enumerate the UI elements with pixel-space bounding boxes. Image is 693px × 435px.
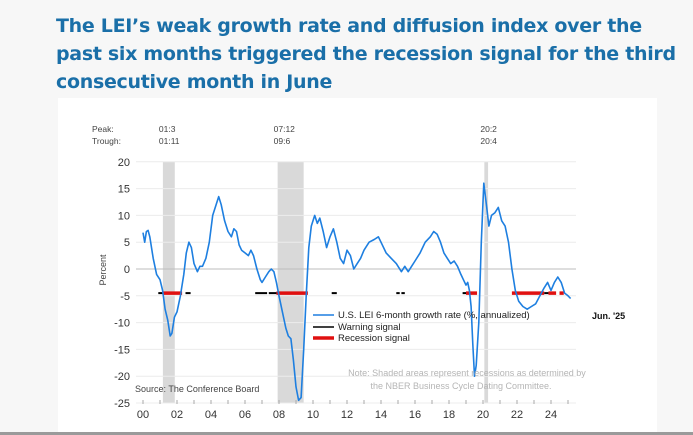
recession-peak-date: 01:3 (159, 124, 176, 134)
y-tick-label: 15 (118, 184, 130, 196)
x-tick-label: 12 (341, 409, 353, 421)
y-tick-label: 20 (118, 157, 130, 169)
trough-label: Trough: (92, 136, 121, 146)
x-tick-label: 24 (545, 409, 557, 421)
recession-band (277, 161, 304, 403)
peak-label: Peak: (92, 124, 114, 134)
x-tick-label: 20 (477, 409, 489, 421)
x-tick-label: 16 (409, 409, 421, 421)
y-tick-label: 0 (124, 264, 130, 276)
x-tick-label: 10 (307, 409, 319, 421)
y-axis-labels: 20 15 10 5 0 -5 -10 -15 -20 -25 (114, 157, 130, 410)
y-tick-label: -25 (114, 398, 130, 410)
x-tick-label: 08 (273, 409, 285, 421)
x-axis-ticks (142, 400, 569, 404)
note-line-2: the NBER Business Cycle Dating Committee… (370, 381, 551, 391)
note-line-1: Note: Shaded areas represent recessions … (348, 368, 586, 378)
recession-peak-date: 07:12 (274, 124, 296, 134)
y-tick-label: -10 (114, 318, 130, 330)
x-tick-label: 14 (375, 409, 387, 421)
y-tick-label: -5 (120, 291, 130, 303)
y-tick-label: 10 (118, 210, 130, 222)
recession-band (484, 161, 489, 403)
legend-label-lei: U.S. LEI 6-month growth rate (%, annuali… (338, 310, 530, 321)
y-tick-label: 5 (124, 237, 130, 249)
recession-trough-date: 01:11 (159, 136, 180, 146)
legend: U.S. LEI 6-month growth rate (%, annuali… (313, 310, 530, 344)
x-axis-labels: 00 02 04 06 08 10 12 14 16 18 20 22 24 (137, 409, 557, 421)
recession-trough-date: 20:4 (480, 136, 497, 146)
x-tick-label: 02 (171, 409, 183, 421)
recession-peak-date: 20:2 (480, 124, 497, 134)
legend-label-recession: Recession signal (338, 333, 410, 344)
bottom-rule (0, 432, 693, 435)
x-tick-label: 04 (205, 409, 217, 421)
x-tick-label: 22 (511, 409, 523, 421)
recession-bands (162, 161, 489, 403)
headline: The LEI’s weak growth rate and diffusion… (56, 15, 676, 93)
x-tick-label: 00 (137, 409, 149, 421)
legend-label-warning: Warning signal (338, 322, 400, 333)
recession-band (162, 161, 175, 403)
recession-date-labels: 01:3 01:11 07:12 09:6 20:2 20:4 (159, 124, 497, 146)
recession-trough-date: 09:6 (274, 136, 291, 146)
y-tick-label: -15 (114, 344, 130, 356)
source-label: Source: The Conference Board (135, 384, 259, 394)
chart-panel (58, 98, 657, 433)
y-axis-title: Percent (98, 254, 108, 286)
y-tick-label: -20 (114, 371, 130, 383)
gridlines (136, 161, 576, 404)
x-tick-label: 06 (239, 409, 251, 421)
x-tick-label: 18 (443, 409, 455, 421)
lei-growth-line (142, 182, 572, 402)
end-label: Jun. '25 (592, 311, 625, 321)
